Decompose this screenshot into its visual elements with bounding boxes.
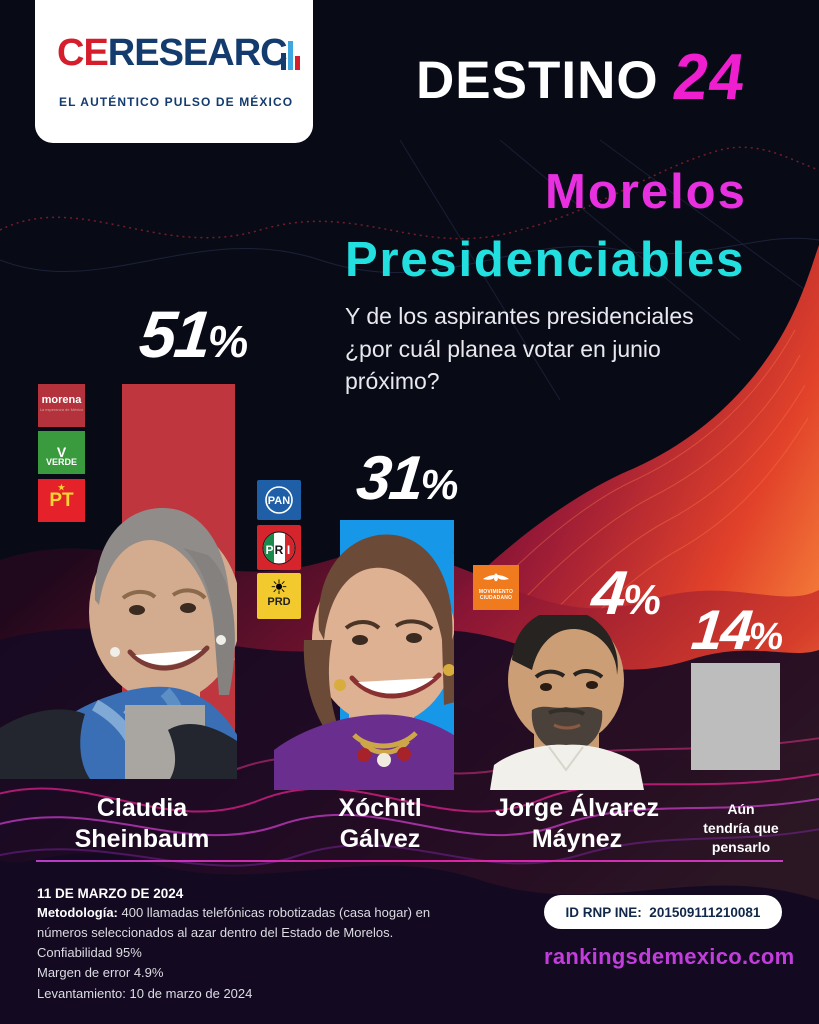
svg-text:PAN: PAN: [268, 495, 290, 507]
